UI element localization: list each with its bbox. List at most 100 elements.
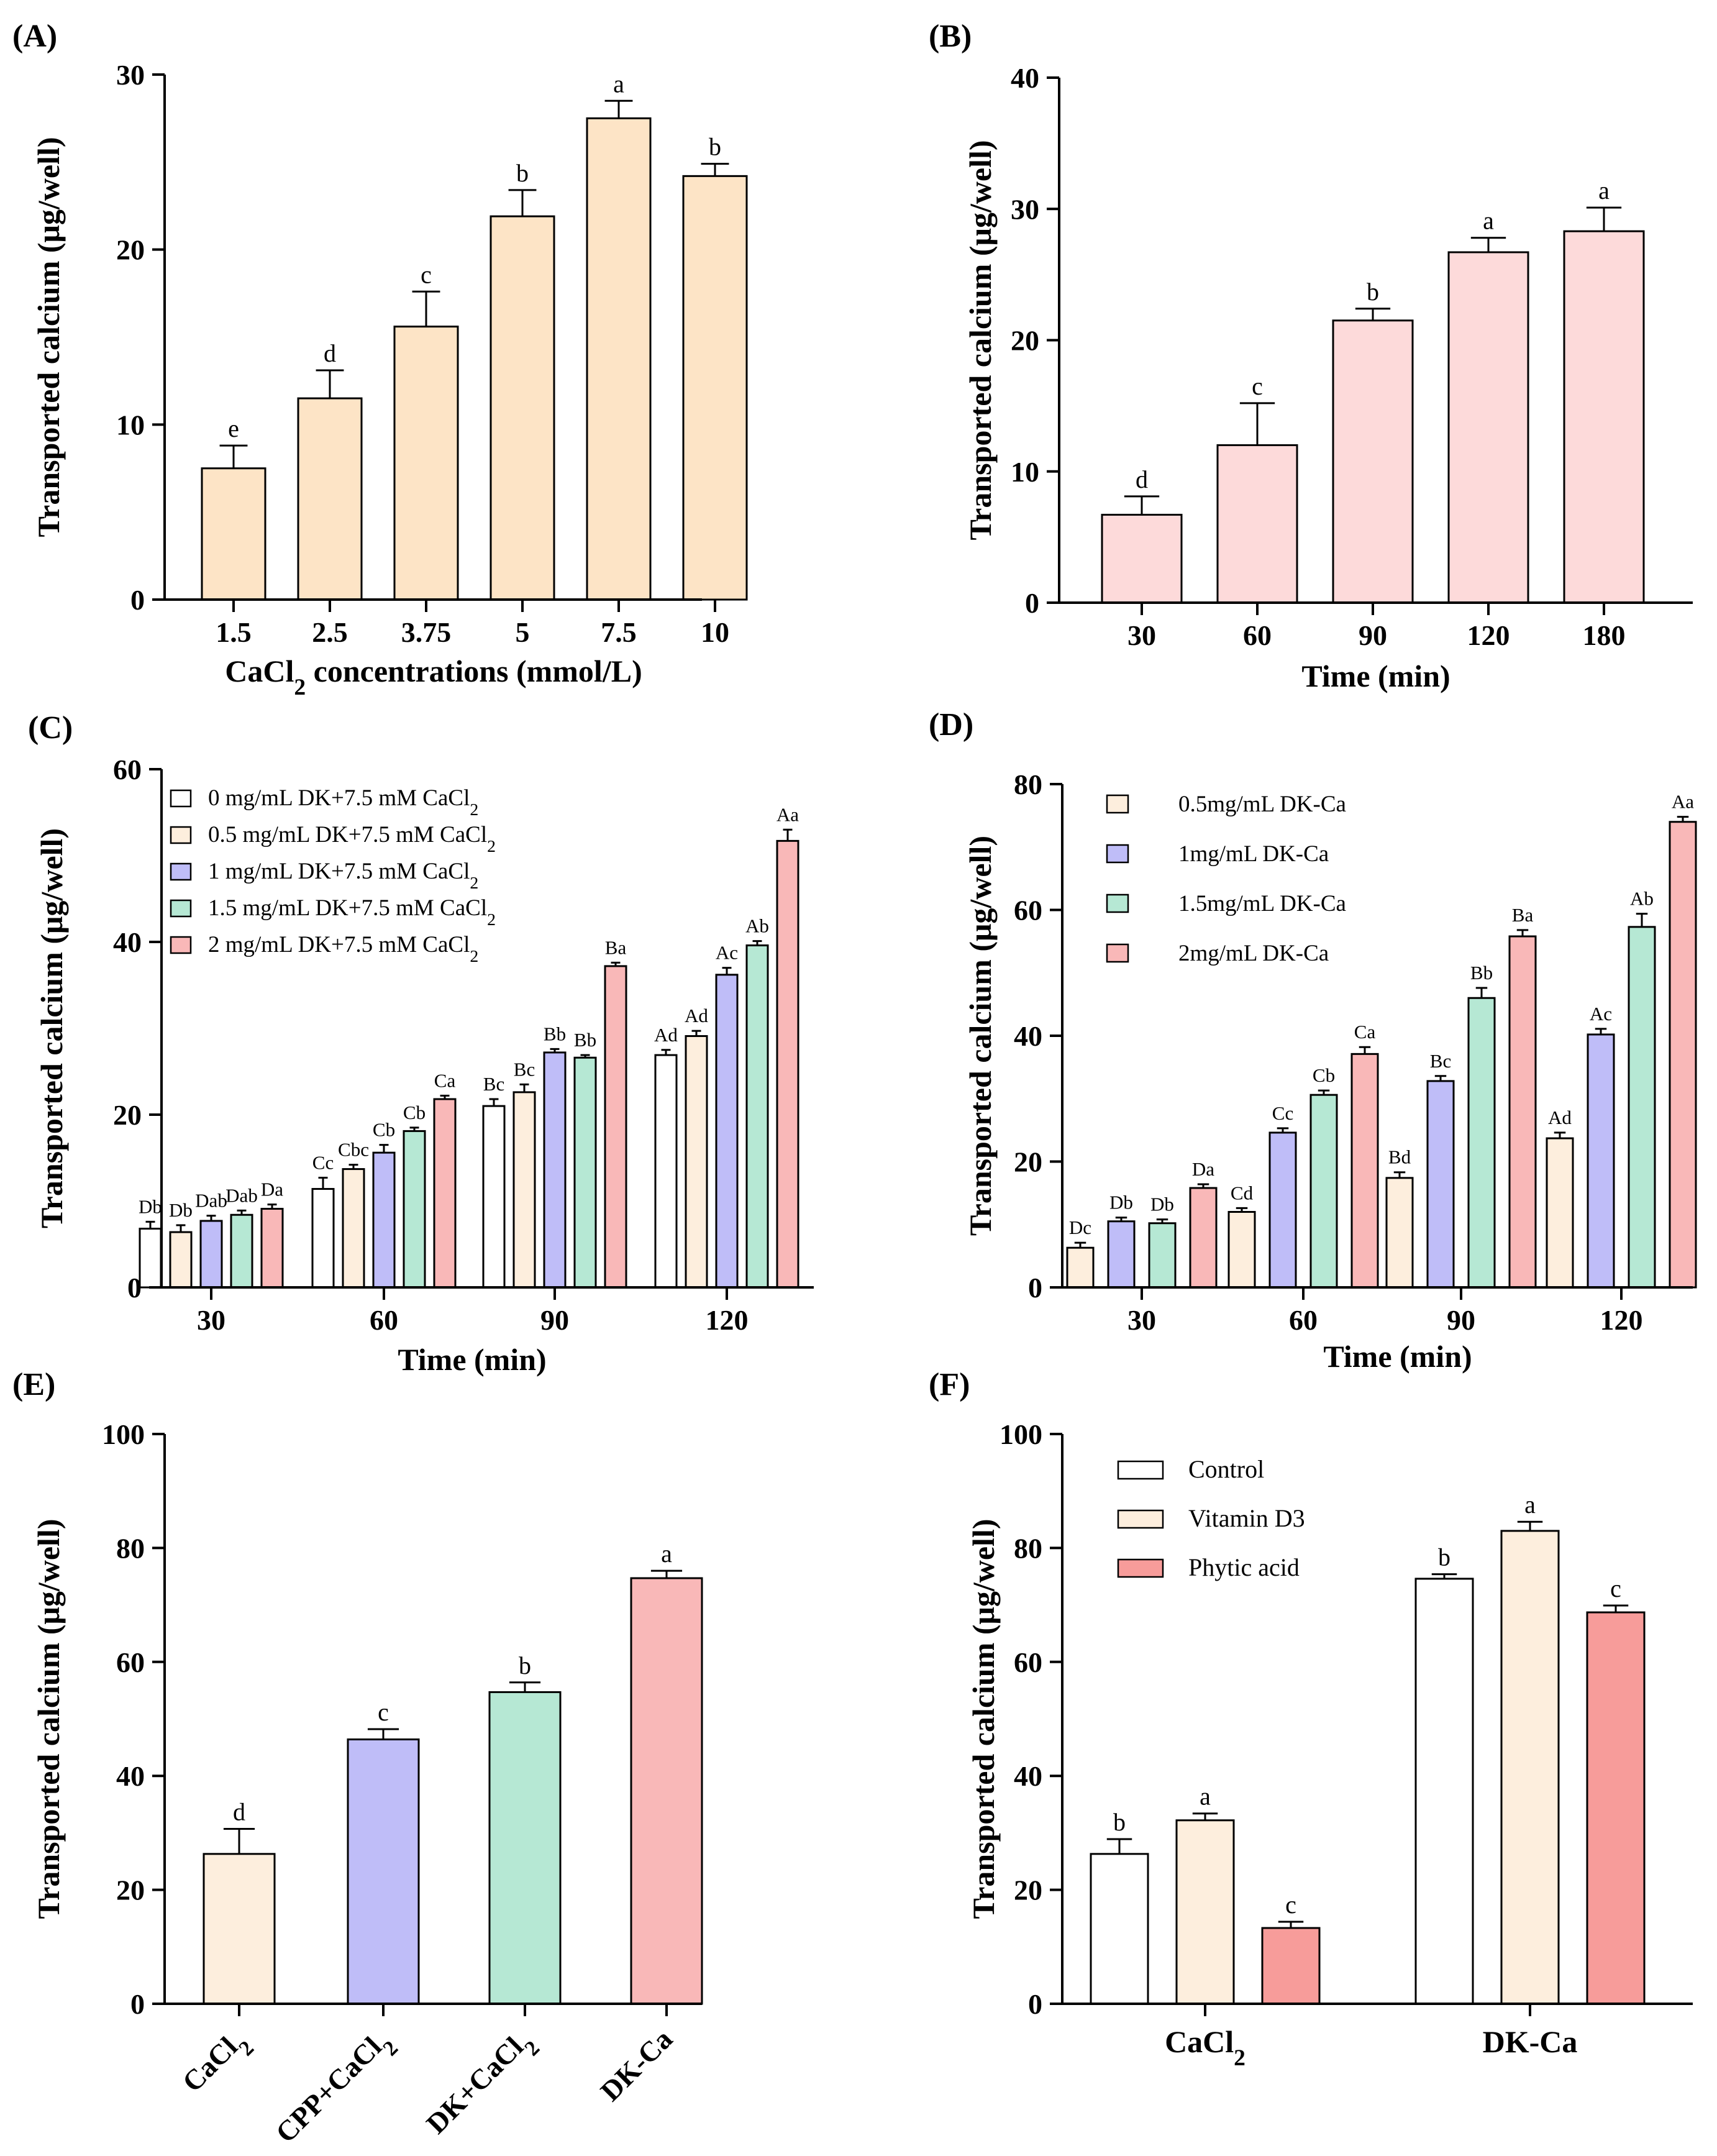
significance-letter: Bc <box>514 1058 535 1080</box>
bar <box>630 1577 703 2005</box>
bar <box>745 944 769 1289</box>
bar <box>488 1691 562 2005</box>
bar <box>604 965 627 1289</box>
y-axis-title: Transported calcium (μg/well) <box>31 137 66 537</box>
y-tick-label: 60 <box>1014 1647 1042 1678</box>
y-tick-label: 80 <box>116 1532 145 1564</box>
x-tick-label: CPP+CaCl2 <box>270 2023 403 2156</box>
significance-letter: c <box>1285 1891 1296 1919</box>
bar <box>1148 1222 1177 1289</box>
legend-label: 2mg/mL DK-Ca <box>1178 941 1329 966</box>
axes <box>152 1433 702 2016</box>
panel-f-label: (F) <box>929 1367 970 1402</box>
bar <box>1309 1094 1338 1289</box>
significance-letter: c <box>1610 1574 1621 1602</box>
significance-letter: Ba <box>1512 904 1534 926</box>
axes <box>149 768 814 1300</box>
legend-swatch <box>1106 893 1129 913</box>
significance-letter: Dc <box>1069 1217 1091 1238</box>
significance-letter: Ca <box>1354 1021 1376 1043</box>
x-axis-title: Time (min) <box>1301 659 1450 693</box>
significance-letter: Ab <box>1630 888 1654 910</box>
bar <box>1500 1530 1560 2005</box>
significance-letter: Ab <box>745 915 769 937</box>
significance-letter: b <box>1113 1808 1126 1836</box>
x-tick-label: 5 <box>516 616 530 648</box>
x-tick-label: 1.5 <box>216 616 252 648</box>
y-tick-label: 20 <box>1014 1875 1042 1906</box>
significance-letter: a <box>661 1540 672 1568</box>
significance-letter: d <box>233 1797 245 1825</box>
legend-label: 0.5mg/mL DK-Ca <box>1178 792 1346 817</box>
legend-swatch <box>1117 1509 1164 1529</box>
significance-letter: b <box>516 159 529 187</box>
bar <box>685 1035 708 1289</box>
bar <box>1546 1137 1574 1289</box>
legend-label: 1mg/mL DK-Ca <box>1178 841 1329 867</box>
significance-letter: Cd <box>1231 1182 1254 1204</box>
bar <box>342 1168 365 1289</box>
significance-letter: Dab <box>225 1184 258 1206</box>
bar <box>1563 230 1645 604</box>
chart-a: e d c b a b 0 10 20 30 1.5 2.5 3.75 5 7.5 10 CaCl2 conce… <box>31 59 748 700</box>
bar <box>1587 1033 1615 1289</box>
bar <box>201 467 266 601</box>
bar <box>1227 1211 1256 1289</box>
legend-label: Vitamin D3 <box>1188 1504 1305 1532</box>
axes <box>1050 1433 1693 2016</box>
significance-letter: a <box>613 70 624 98</box>
bar <box>1447 251 1529 604</box>
bar <box>1268 1131 1297 1289</box>
panel-a-label: (A) <box>12 19 57 54</box>
y-tick-label: 40 <box>1011 62 1039 94</box>
bar <box>393 326 459 601</box>
y-axis-title: Transported calcium (μg/well) <box>963 836 998 1236</box>
bar <box>403 1130 426 1289</box>
y-tick-label: 10 <box>116 409 145 441</box>
y-axis-title: Transported calcium (μg/well) <box>966 1519 1001 1919</box>
bar <box>682 175 748 601</box>
panel-e: (E) <box>12 1367 55 1402</box>
y-tick-label: 40 <box>116 1760 145 1792</box>
y-tick-label: 40 <box>1014 1020 1042 1052</box>
x-tick-label: CaCl2 <box>1165 2024 1246 2071</box>
bar <box>1175 1819 1235 2005</box>
legend-label: Control <box>1188 1455 1264 1483</box>
y-tick-label: 20 <box>1011 325 1039 357</box>
axes <box>1047 76 1693 615</box>
significance-letter: Ac <box>1590 1003 1612 1025</box>
x-tick-label: 90 <box>1359 619 1387 651</box>
bar <box>1189 1187 1218 1289</box>
legend-label: 0 mg/mL DK+7.5 mM CaCl2 <box>208 785 478 820</box>
legend-label: Phytic acid <box>1188 1553 1300 1581</box>
y-tick-label: 0 <box>1028 1272 1042 1304</box>
bar <box>1101 513 1183 604</box>
significance-letter: c <box>421 260 432 288</box>
significance-letter: Bd <box>1388 1146 1411 1168</box>
bar <box>347 1738 420 2005</box>
bar <box>1385 1177 1414 1289</box>
x-tick-label: 60 <box>370 1304 398 1336</box>
significance-letter: Bb <box>574 1029 596 1051</box>
x-tick-label: 120 <box>1467 619 1510 651</box>
legend-swatch <box>1106 844 1129 864</box>
x-tick-label: 3.75 <box>401 616 452 648</box>
x-tick-label: 120 <box>1600 1304 1643 1336</box>
y-tick-label: 0 <box>1025 587 1039 619</box>
significance-letter: e <box>228 414 239 442</box>
bar <box>1066 1246 1095 1289</box>
significance-letter: b <box>1438 1543 1451 1571</box>
bar <box>311 1188 335 1289</box>
significance-letter: Aa <box>777 803 799 825</box>
bar <box>1669 821 1697 1289</box>
legend-label: 1 mg/mL DK+7.5 mM CaCl2 <box>208 859 478 893</box>
legend-label: 0.5 mg/mL DK+7.5 mM CaCl2 <box>208 822 496 856</box>
significance-letter: a <box>1483 207 1494 235</box>
y-tick-label: 40 <box>113 926 142 958</box>
panel-c-label: (C) <box>28 710 73 746</box>
chart-e: d c b a 0 20 40 60 80 100 CaCl2 CPP+CaCl2 DK+CaCl2 DK… <box>31 1418 703 2156</box>
y-tick-label: 30 <box>1011 193 1039 225</box>
